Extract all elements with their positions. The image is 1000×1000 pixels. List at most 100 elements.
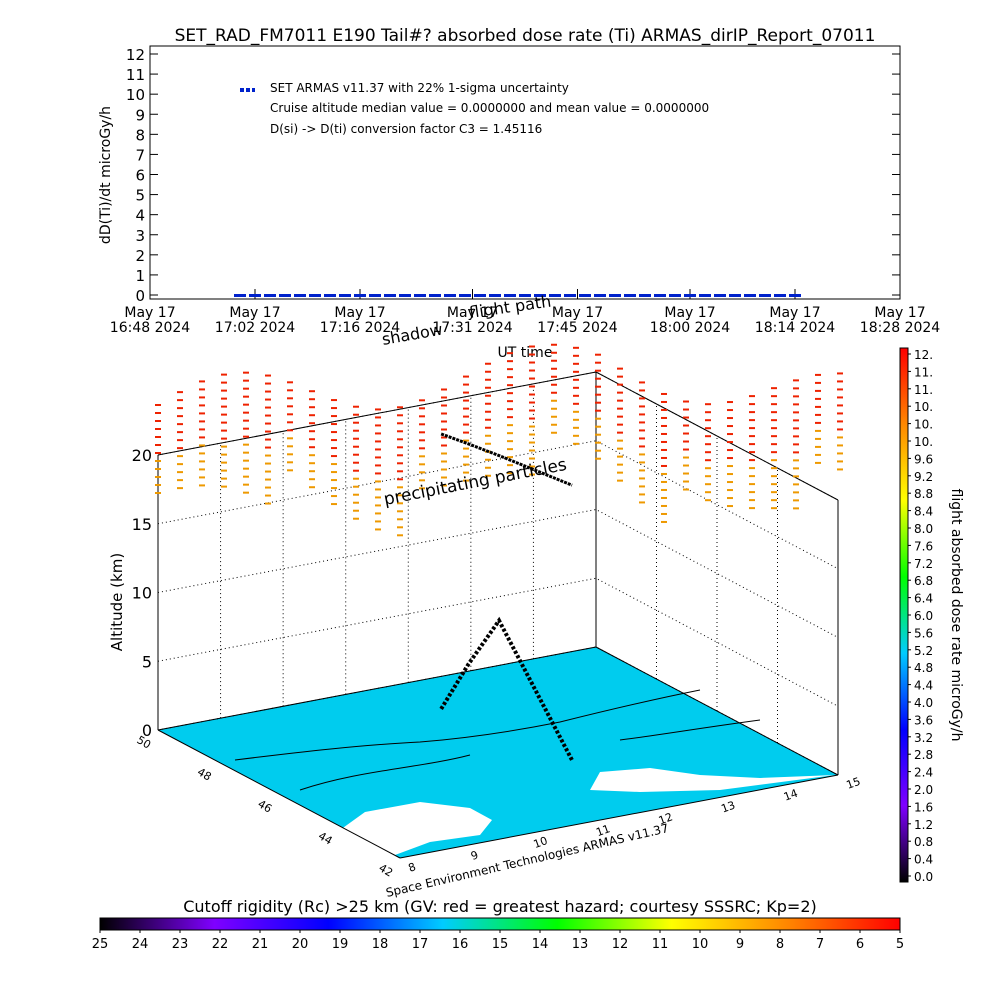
data-point: [279, 294, 291, 297]
colorbar-tick-label: 20: [292, 937, 309, 952]
chart-title: SET_RAD_FM7011 E190 Tail#? absorbed dose…: [175, 26, 876, 46]
box-edge: [595, 371, 839, 501]
y-tick-label: 12: [126, 46, 145, 64]
colorbar-tick-label: 9: [736, 937, 744, 952]
colorbar-tick-label: 4.4: [914, 679, 933, 693]
data-point: [519, 294, 531, 297]
colorbar-tick-label: 19: [332, 937, 349, 952]
colorbar-tick-label: 6.0: [914, 609, 933, 623]
y-tick-label: 48: [195, 765, 214, 783]
map-ocean: [158, 647, 838, 858]
grid-line: [157, 440, 839, 570]
data-point: [714, 294, 726, 297]
x-tick-label: May 17 17:31 2024: [432, 305, 513, 336]
z-tick-label: 10: [132, 584, 152, 603]
colorbar-tick-label: 8.4: [914, 505, 933, 519]
y-axis-label: dD(Ti)/dt microGy/h: [98, 106, 114, 244]
colorbar-tick-label: 8: [776, 937, 784, 952]
data-point: [444, 294, 456, 297]
y-tick-label: 10: [126, 86, 145, 104]
colorbar-tick-label: 6.4: [914, 592, 933, 606]
colorbar-tick-label: 10: [692, 937, 709, 952]
flight-path: [439, 616, 574, 762]
y-tick-label: 8: [135, 126, 145, 144]
y-tick-label: 5: [135, 187, 145, 205]
colorbar-tick-label: 0.8: [914, 835, 933, 849]
colorbar-tick-label: 15: [492, 937, 509, 952]
colorbar: [899, 347, 909, 883]
x-tick-label: May 17 18:14 2024: [754, 305, 836, 336]
colorbar-tick-label: 5.2: [914, 644, 933, 658]
colorbar-title: Cutoff rigidity (Rc) >25 km (GV: red = g…: [183, 897, 817, 916]
colorbar-tick-label: 9.2: [914, 470, 933, 484]
data-point: [789, 294, 801, 297]
y-tick-label: 3: [135, 227, 145, 245]
x-tick-label: May 17 17:45 2024: [537, 305, 618, 336]
colorbar-tick-label: 8.0: [914, 522, 933, 536]
colorbar-tick-label: 12.: [914, 348, 933, 362]
z-tick-label: 5: [142, 652, 152, 671]
x-tick-label: 15: [845, 775, 863, 792]
y-tick-label: 0: [135, 287, 145, 305]
colorbar-tick-label: 5: [896, 937, 904, 952]
x-tick-label: May 17 17:16 2024: [319, 305, 401, 336]
data-point: [429, 294, 441, 297]
x-tick-label: 10: [532, 834, 550, 851]
y-tick-label: 11: [126, 66, 145, 84]
data-point: [609, 294, 621, 297]
data-point: [474, 294, 486, 297]
z-tick-label: 20: [132, 446, 152, 465]
colorbar-tick-label: 7.2: [914, 557, 933, 571]
data-point: [534, 294, 546, 297]
data-point: [744, 294, 756, 297]
box-edge: [157, 729, 401, 859]
data-point: [564, 294, 576, 297]
box-edge: [595, 646, 839, 776]
z-tick-label: 0: [142, 721, 152, 740]
data-point: [399, 294, 411, 297]
data-point: [549, 294, 561, 297]
x-tick-label: May 17 18:28 2024: [859, 305, 941, 336]
colorbar-tick-label: 7: [816, 937, 824, 952]
data-point: [504, 294, 516, 297]
data-point: [639, 294, 651, 297]
colorbar-tick-label: 17: [412, 937, 429, 952]
x-tick-label: May 17 17:02 2024: [214, 305, 296, 336]
colorbar-tick-label: 5.6: [914, 626, 933, 640]
colorbar-tick-label: 1.6: [914, 800, 933, 814]
y-tick-label: 2: [135, 247, 145, 265]
map-land: [340, 768, 835, 855]
colorbar-title: flight absorbed dose rate microGy/h: [948, 489, 964, 742]
colorbar-tick-label: 7.6: [914, 539, 933, 553]
colorbar-tick-label: 0.0: [914, 870, 933, 884]
coastline: [234, 689, 761, 791]
colorbar-tick-label: 4.0: [914, 696, 933, 710]
colorbar-tick-label: 24: [132, 937, 149, 952]
x-tick-label: 9: [469, 848, 480, 863]
y-tick-label: 42: [377, 861, 396, 879]
data-point: [684, 294, 696, 297]
shadow-path: [440, 432, 573, 487]
y-tick-label: 46: [256, 797, 275, 815]
plot-frame: [149, 45, 901, 300]
box-edge: [157, 646, 597, 731]
y-tick-label: 1: [135, 267, 145, 285]
colorbar-tick-label: 25: [92, 937, 109, 952]
colorbar-tick-label: 11.: [914, 383, 933, 397]
colorbar-tick-label: 22: [212, 937, 229, 952]
colorbar-tick-label: 18: [372, 937, 389, 952]
colorbar-tick-label: 9.6: [914, 452, 933, 466]
data-point: [759, 294, 771, 297]
colorbar-tick-label: 6.8: [914, 574, 933, 588]
grid-line: [157, 577, 839, 707]
data-point: [339, 294, 351, 297]
data-point: [489, 294, 501, 297]
particles-label: precipitating particles: [382, 455, 568, 510]
colorbar-tick-label: 2.8: [914, 748, 933, 762]
colorbar-tick-label: 21: [252, 937, 269, 952]
colorbar-tick-label: 11.: [914, 365, 933, 379]
x-tick-label: May 17 16:48 2024: [109, 305, 191, 336]
colorbar-tick-label: 14: [532, 937, 549, 952]
colorbar-tick-label: 13: [572, 937, 589, 952]
